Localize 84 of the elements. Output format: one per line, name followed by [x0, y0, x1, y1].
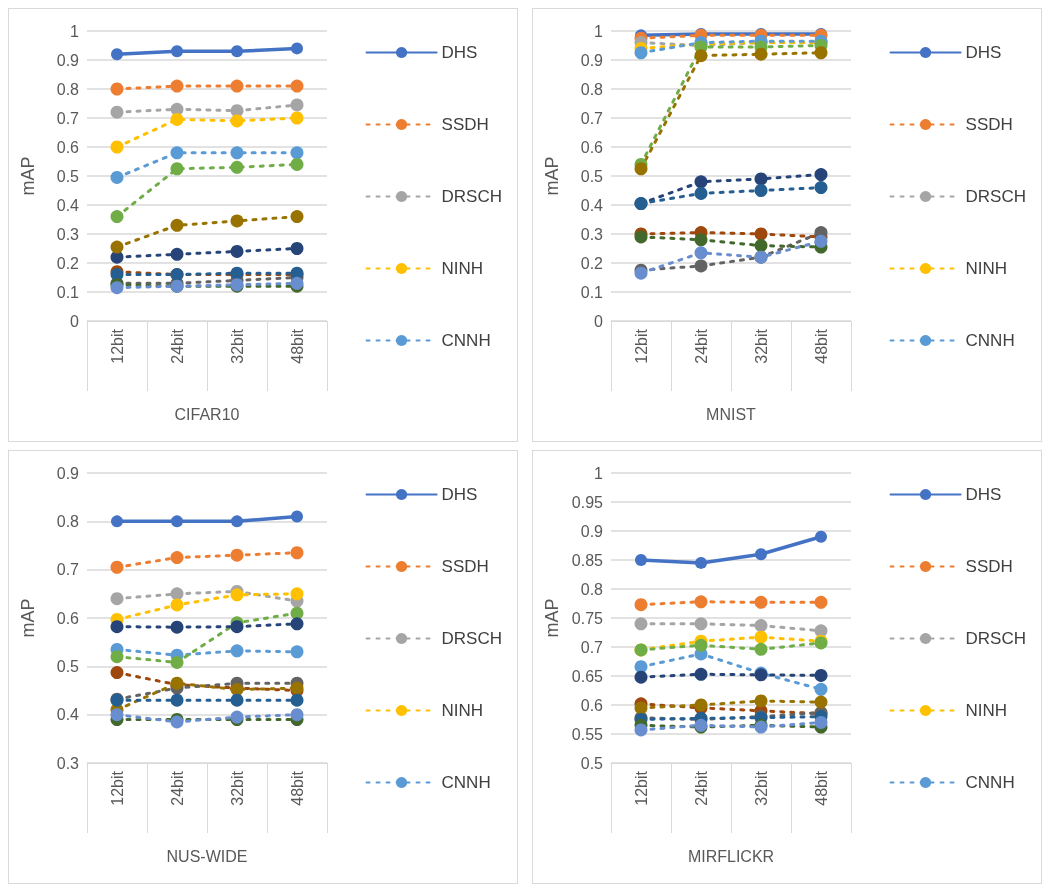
y-tick-label: 0.9 [56, 464, 80, 482]
y-tick-label: 0.7 [56, 109, 80, 127]
x-tick-label: 24bit [692, 770, 710, 806]
y-tick-label: 0.5 [56, 657, 80, 675]
legend-label: DRSCH [965, 629, 1027, 648]
x-tick-label: 32bit [228, 328, 246, 364]
y-tick-label: 1 [594, 464, 604, 482]
x-tick-label: 12bit [632, 328, 650, 364]
y-tick-label: 0 [594, 312, 604, 330]
y-tick-label: 0.8 [580, 80, 604, 98]
y-axis-title: mAP [542, 156, 562, 196]
y-tick-label: 0.8 [56, 80, 80, 98]
x-axis-title: NUS-WIDE [166, 847, 248, 865]
legend-label: SSDH [965, 557, 1013, 576]
y-axis-title: mAP [18, 598, 38, 638]
x-tick-label: 12bit [108, 328, 126, 364]
x-axis-title: CIFAR10 [174, 405, 240, 423]
y-tick-label: 1 [70, 22, 80, 40]
y-tick-label: 0.9 [56, 51, 80, 69]
y-tick-label: 0.8 [580, 580, 604, 598]
y-tick-label: 0.2 [56, 254, 80, 272]
y-tick-label: 0.55 [571, 725, 604, 743]
y-tick-label: 0.9 [580, 51, 604, 69]
y-tick-label: 0.6 [580, 138, 604, 156]
y-tick-label: 0.1 [56, 283, 80, 301]
x-tick-label: 48bit [288, 328, 306, 364]
legend-label: CNNH [965, 331, 1015, 350]
y-tick-label: 0.7 [580, 109, 604, 127]
y-tick-label: 0.9 [580, 522, 604, 540]
y-tick-label: 0.5 [580, 167, 604, 185]
legend-label: DHS [441, 43, 478, 62]
y-tick-label: 0.65 [571, 667, 604, 685]
legend-label: SSDH [441, 557, 489, 576]
legend-label: DRSCH [441, 187, 503, 206]
legend-label: DRSCH [441, 629, 503, 648]
x-tick-label: 24bit [692, 328, 710, 364]
x-axis-title: MIRFLICKR [687, 847, 775, 865]
y-tick-label: 0.4 [580, 196, 604, 214]
legend-label: SSDH [441, 115, 489, 134]
y-tick-label: 0.3 [56, 754, 80, 772]
y-tick-label: 0.3 [56, 225, 80, 243]
legend-label: NINH [965, 701, 1008, 720]
x-tick-label: 12bit [632, 770, 650, 806]
legend-label: DHS [965, 43, 1002, 62]
y-tick-label: 0.5 [56, 167, 80, 185]
x-tick-label: 12bit [108, 770, 126, 806]
x-tick-label: 32bit [752, 328, 770, 364]
y-tick-label: 0.75 [571, 609, 604, 627]
y-tick-label: 0.4 [56, 196, 80, 214]
y-tick-label: 0.1 [580, 283, 604, 301]
legend-label: NINH [441, 701, 484, 720]
x-tick-label: 48bit [288, 770, 306, 806]
x-tick-label: 24bit [168, 770, 186, 806]
y-tick-label: 0.85 [571, 551, 604, 569]
y-tick-label: 0.3 [580, 225, 604, 243]
legend-label: DHS [965, 485, 1002, 504]
x-tick-label: 24bit [168, 328, 186, 364]
legend-label: NINH [441, 259, 484, 278]
y-tick-label: 0.4 [56, 706, 80, 724]
y-axis-title: mAP [542, 598, 562, 638]
y-tick-label: 0.7 [56, 561, 80, 579]
legend-label: SSDH [965, 115, 1013, 134]
legend-label: CNNH [965, 773, 1015, 792]
x-tick-label: 48bit [812, 770, 830, 806]
x-tick-label: 32bit [752, 770, 770, 806]
x-axis-title: MNIST [706, 405, 757, 423]
x-tick-label: 48bit [812, 328, 830, 364]
y-tick-label: 0.5 [580, 754, 604, 772]
y-axis-title: mAP [18, 156, 38, 196]
legend-label: CNNH [441, 331, 491, 350]
legend-label: DHS [441, 485, 478, 504]
y-tick-label: 0.7 [580, 638, 604, 656]
y-tick-label: 0.6 [56, 609, 80, 627]
legend-label: CNNH [441, 773, 491, 792]
legend-label: NINH [965, 259, 1008, 278]
y-tick-label: 0 [70, 312, 80, 330]
y-tick-label: 0.6 [56, 138, 80, 156]
y-tick-label: 0.6 [580, 696, 604, 714]
y-tick-label: 1 [594, 22, 604, 40]
y-tick-label: 0.95 [571, 493, 604, 511]
legend-label: DRSCH [965, 187, 1027, 206]
y-tick-label: 0.8 [56, 512, 80, 530]
x-tick-label: 32bit [228, 770, 246, 806]
y-tick-label: 0.2 [580, 254, 604, 272]
